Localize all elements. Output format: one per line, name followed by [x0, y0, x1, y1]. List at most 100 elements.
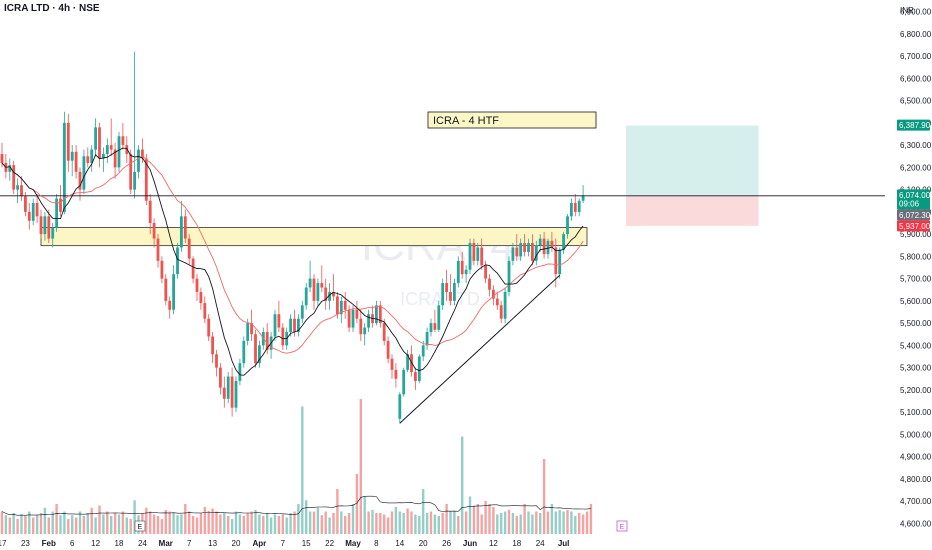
volume-bar [476, 504, 479, 534]
candle-body [281, 327, 285, 346]
volume-bar [441, 513, 444, 534]
volume-bar [129, 519, 132, 534]
candle-body [300, 305, 304, 319]
currency-label: INR [900, 6, 914, 15]
time-axis[interactable]: 17 23 Feb 6 12 18 24 Mar 7 13 20 Apr 7 15 22 May 8 14 20 26… [0, 539, 569, 548]
candle-body [573, 202, 577, 212]
volume-bar [379, 513, 382, 534]
candle-body [316, 283, 320, 301]
candle-body [554, 247, 558, 275]
volume-bar [234, 511, 238, 534]
volume-bar [305, 500, 308, 534]
candle-body [234, 380, 238, 408]
candle-body [577, 200, 581, 212]
candle-body [499, 305, 503, 319]
candle-body [359, 318, 363, 335]
candle-body [468, 243, 472, 270]
volume-bar [152, 514, 156, 534]
volume-bar [578, 513, 581, 534]
candle-body [367, 314, 370, 328]
volume-bar [531, 514, 534, 534]
candle-body [515, 247, 519, 257]
candle-body [421, 345, 425, 357]
volume-bar [406, 508, 409, 534]
candle-body [511, 247, 515, 261]
candle-body [546, 240, 550, 255]
candle-body [378, 305, 382, 324]
candle-body [402, 369, 406, 395]
candle-body [265, 332, 269, 350]
volume-bar [203, 507, 206, 534]
time-tick-label: 24 [138, 539, 147, 548]
volume-bar [519, 514, 522, 534]
volume-bar [55, 504, 58, 534]
volume-bar [246, 513, 249, 534]
candle-body [148, 200, 152, 223]
volume-bar [266, 513, 269, 534]
volume-bar [546, 511, 550, 534]
volume-bar [176, 515, 179, 534]
candle-body [195, 278, 199, 292]
candle-body [363, 327, 367, 335]
volume-bar [82, 516, 86, 534]
volume-bar [12, 513, 15, 534]
candle-body [160, 260, 164, 279]
volume-bar [63, 511, 66, 534]
earnings-event-marker[interactable] [134, 520, 146, 532]
volume-bar [227, 516, 230, 534]
price-axis[interactable]: 6,900.00 6,800.00 6,700.00 6,600.00 6,500.00… [900, 8, 932, 529]
volume-bar [585, 511, 589, 534]
time-tick-label: Jul [558, 539, 570, 548]
candle-body [566, 216, 569, 235]
volume-bar [117, 514, 121, 534]
volume-bar [344, 516, 347, 534]
volume-bar [281, 514, 284, 534]
time-tick-label: Jun [463, 539, 477, 548]
candle-body [113, 149, 117, 168]
volume-bar [269, 517, 273, 534]
volume-bar [503, 511, 507, 534]
candle-body [304, 287, 308, 306]
trendline [399, 274, 561, 424]
volume-bar [35, 514, 39, 534]
volume-bar [308, 511, 312, 534]
price-tick-label: 4,900.00 [900, 453, 932, 462]
volume-bar [191, 516, 195, 534]
volume-bar [359, 399, 362, 534]
candle-body [550, 240, 554, 248]
earnings-event-marker[interactable] [616, 520, 628, 532]
candle-body [495, 298, 499, 306]
candle-body [207, 318, 211, 337]
volume-bar [320, 515, 323, 534]
volume-bar [496, 514, 499, 534]
price-tick-label: 5,600.00 [900, 297, 932, 306]
volume-bar [523, 504, 526, 534]
annotation-background [427, 111, 597, 129]
candle-body [534, 245, 538, 261]
candle-body [219, 367, 222, 388]
candle-body [226, 376, 230, 399]
candle-body [476, 247, 480, 261]
volume-bar [390, 511, 394, 534]
event-markers[interactable]: E E [134, 520, 628, 532]
volume-bar [515, 516, 518, 534]
candle-body [70, 151, 74, 161]
time-tick-label: 12 [91, 539, 100, 548]
volume-bar [230, 519, 234, 534]
volume-bar [554, 511, 557, 534]
candle-body [449, 291, 452, 301]
volume-bar [535, 511, 538, 534]
volume-bar [480, 514, 483, 534]
volume-bar [156, 516, 160, 534]
volume-layer [0, 399, 593, 534]
candle-body [258, 345, 261, 364]
time-tick-label: 18 [512, 539, 521, 548]
candle-body [98, 127, 101, 159]
annotation-box[interactable]: ICRA - 4 HTF [427, 111, 597, 129]
candle-body [558, 249, 562, 275]
candle-body [488, 278, 491, 290]
candle-body [453, 283, 456, 301]
volume-bar [449, 511, 452, 534]
candle-body [43, 216, 47, 235]
